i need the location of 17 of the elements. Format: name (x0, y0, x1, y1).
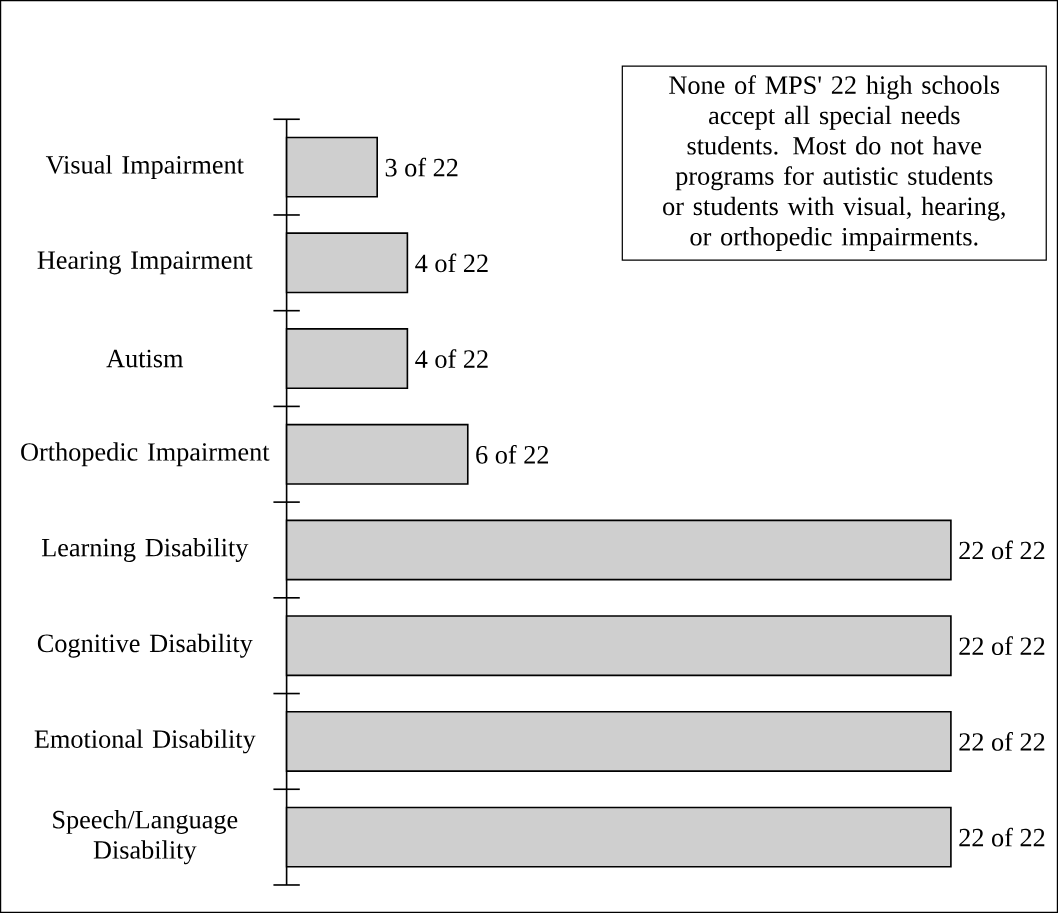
data-label: 6 of 22 (476, 444, 549, 464)
data-label: 3 of 22 (385, 157, 458, 177)
data-label: 4 of 22 (415, 253, 488, 273)
y-tick-label: Speech/Language Disability (53, 810, 238, 865)
data-label: 22 of 22 (959, 540, 1045, 560)
y-tick-label: Emotional Disability (34, 729, 256, 754)
y-tick-label: Orthopedic Impairment (21, 442, 270, 467)
y-tick-label: Learning Disability (41, 538, 249, 562)
y-tick-label: Autism (106, 349, 184, 368)
y-tick-label: Hearing Impairment (37, 251, 253, 275)
data-label: 22 of 22 (959, 732, 1045, 751)
y-tick-label: Cognitive Disability (37, 633, 253, 658)
data-label: 22 of 22 (959, 636, 1045, 656)
data-label: 22 of 22 (959, 827, 1045, 847)
y-tick-label: Visual Impairment (45, 155, 244, 180)
annotation: None of MPS' 22 high schools accept all special needs students. Most do not have programs for autistic students or students with visual, hearing, or orthopedic impairments. (663, 75, 1005, 251)
data-label: 4 of 22 (415, 349, 488, 368)
